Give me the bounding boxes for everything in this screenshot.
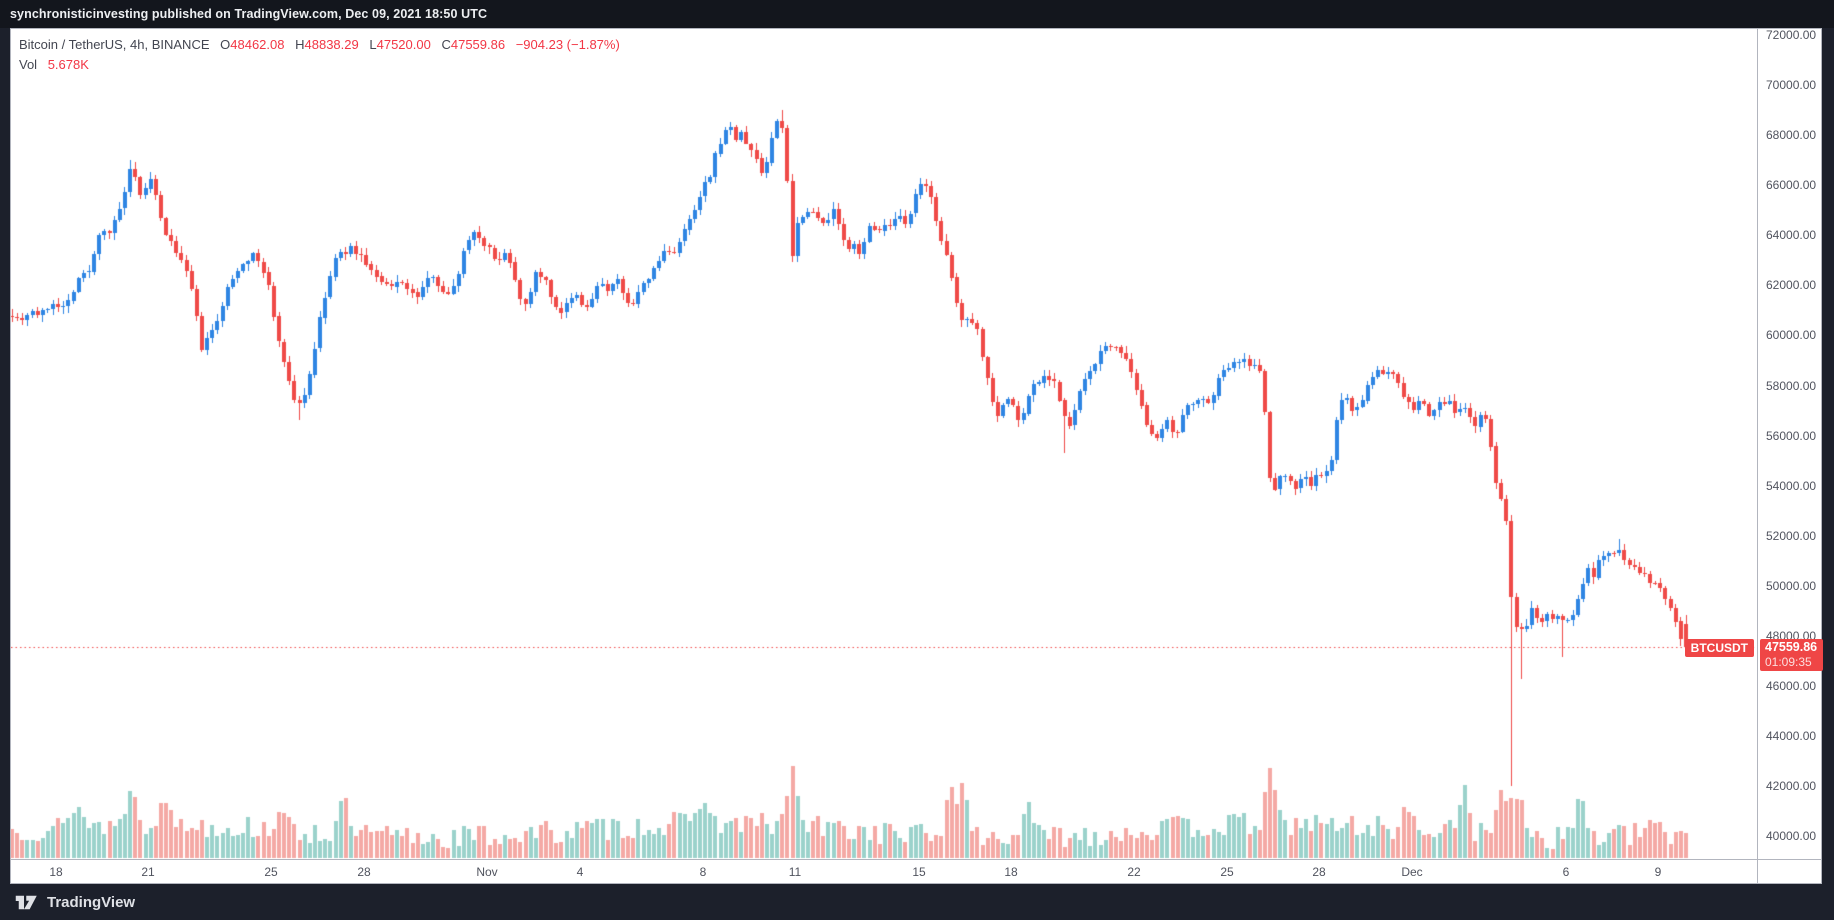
tradingview-logo[interactable]: TradingView: [14, 892, 135, 913]
last-price-value: 47559.86: [1765, 639, 1818, 654]
time-axis-label: 28: [1312, 865, 1326, 879]
price-axis-label: 42000.00: [1766, 779, 1817, 794]
chart-panel: Bitcoin / TetherUS, 4h, BINANCE O48462.0…: [10, 28, 1823, 884]
price-axis-label: 58000.00: [1766, 378, 1817, 393]
time-axis[interactable]: 18 21 25 28 Nov 4 8 11 15 18 22 25 28 Dec 6 9: [11, 859, 1821, 884]
time-axis-label: 11: [788, 865, 802, 879]
time-axis-label: 18: [1004, 865, 1018, 879]
open-label: O: [220, 37, 231, 52]
time-axis-label: 4: [576, 865, 584, 879]
symbol-title[interactable]: Bitcoin / TetherUS, 4h, BINANCE: [19, 37, 210, 52]
chart-legend: Bitcoin / TetherUS, 4h, BINANCE O48462.0…: [19, 35, 620, 75]
time-axis-label: Dec: [1401, 865, 1423, 879]
time-axis-label: Nov: [476, 865, 498, 879]
close-label: C: [441, 37, 451, 52]
attribution-text: synchronisticinvesting published on Trad…: [10, 7, 488, 21]
price-axis-label: 44000.00: [1766, 729, 1817, 744]
price-axis-label: 60000.00: [1766, 328, 1817, 343]
last-price-badge: 47559.86 01:09:35: [1760, 638, 1823, 671]
time-axis-label: 18: [49, 865, 63, 879]
time-axis-label: 15: [912, 865, 926, 879]
time-axis-label: 9: [1654, 865, 1662, 879]
price-axis-label: 50000.00: [1766, 578, 1817, 593]
price-axis[interactable]: 47559.86 01:09:35 72000.00 70000.00 68000.…: [1757, 28, 1823, 883]
price-axis-label: 54000.00: [1766, 478, 1817, 493]
price-axis-label: 62000.00: [1766, 278, 1817, 293]
price-axis-label: 40000.00: [1766, 829, 1817, 844]
price-axis-label: 72000.00: [1766, 28, 1817, 42]
time-axis-label: 22: [1127, 865, 1141, 879]
high-label: H: [295, 37, 305, 52]
price-axis-label: 68000.00: [1766, 128, 1817, 143]
low-value: 47520.00: [376, 37, 431, 52]
change-value: −904.23 (−1.87%): [515, 37, 620, 52]
bar-countdown: 01:09:35: [1765, 654, 1812, 669]
footer-bar: TradingView: [0, 884, 1834, 920]
price-axis-label: 52000.00: [1766, 528, 1817, 543]
close-value: 47559.86: [450, 37, 506, 52]
tradingview-logo-icon: [15, 895, 37, 909]
price-axis-label: 64000.00: [1766, 228, 1817, 243]
time-axis-label: 6: [1562, 865, 1570, 879]
time-axis-label: 8: [699, 865, 707, 879]
price-axis-label: 56000.00: [1766, 428, 1817, 443]
time-axis-label: 21: [141, 865, 155, 879]
price-axis-label: 46000.00: [1766, 679, 1817, 693]
price-axis-label: 70000.00: [1766, 78, 1817, 93]
time-axis-label: 28: [357, 865, 371, 879]
tradingview-logo-text: TradingView: [47, 893, 136, 911]
candlestick-canvas[interactable]: [11, 29, 1757, 859]
attribution-bar: synchronisticinvesting published on Trad…: [0, 0, 1834, 28]
high-value: 48838.29: [304, 37, 359, 52]
volume-value: 5.678K: [47, 57, 89, 72]
open-value: 48462.08: [230, 37, 285, 52]
time-axis-label: 25: [264, 865, 278, 879]
price-pane[interactable]: Bitcoin / TetherUS, 4h, BINANCE O48462.0…: [11, 29, 1757, 859]
last-price-symbol-badge: BTCUSDT: [1684, 638, 1754, 657]
volume-label[interactable]: Vol: [19, 57, 38, 72]
price-axis-label: 66000.00: [1766, 178, 1817, 193]
low-label: L: [369, 37, 377, 52]
time-axis-label: 25: [1220, 865, 1234, 879]
